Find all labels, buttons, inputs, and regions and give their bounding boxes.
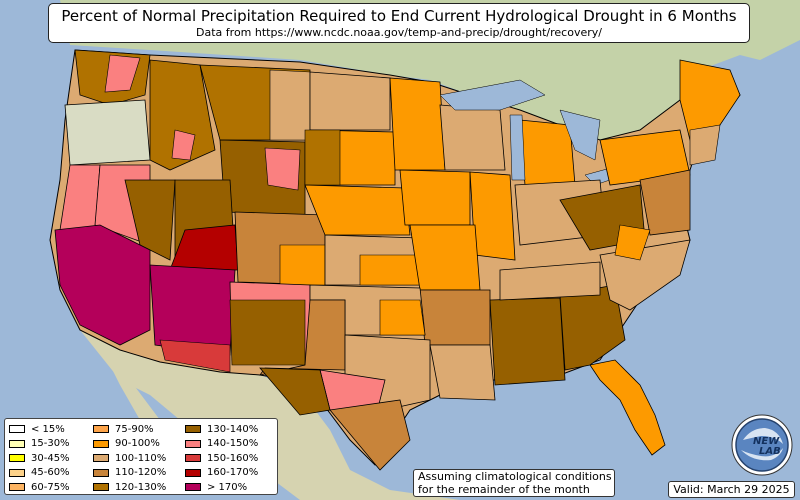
legend-item: 160-170% xyxy=(185,466,258,481)
region-sd-brown xyxy=(304,129,341,186)
legend-item: 120-130% xyxy=(93,480,166,495)
region-iowa xyxy=(399,169,471,226)
legend-item: 110-120% xyxy=(93,466,166,481)
legend-item: 15-30% xyxy=(9,437,70,452)
logo-text-bottom: LAB xyxy=(759,446,781,457)
valid-date: Valid: March 29 2025 xyxy=(668,481,795,498)
lake-michigan xyxy=(509,114,526,181)
mexico-land xyxy=(80,330,460,500)
legend-swatch xyxy=(9,454,25,463)
legend-swatch xyxy=(93,468,109,477)
legend-column-2: 75-90% 90-100% 100-110% 110-120% 120-130… xyxy=(93,422,166,495)
region-wa-east xyxy=(104,54,141,93)
region-tennessee xyxy=(499,261,601,301)
legend-label: 100-110% xyxy=(115,452,167,464)
region-north-dakota xyxy=(309,71,391,131)
legend-item: 30-45% xyxy=(9,451,70,466)
legend-swatch xyxy=(185,425,201,434)
region-georgia xyxy=(559,284,626,371)
legend-swatch xyxy=(93,483,109,492)
region-louisiana xyxy=(429,344,496,401)
lake-superior xyxy=(439,79,546,111)
legend-label: > 170% xyxy=(207,481,248,493)
legend-swatch xyxy=(93,454,109,463)
legend-item: 45-60% xyxy=(9,466,70,481)
region-idaho-pink xyxy=(171,129,196,161)
legend-swatch xyxy=(185,439,201,448)
region-missouri xyxy=(409,224,481,291)
legend-item: 130-140% xyxy=(185,422,258,437)
legend-swatch xyxy=(9,425,25,434)
region-virginia-orange xyxy=(614,224,651,261)
region-wisconsin xyxy=(439,104,506,171)
legend-label: 160-170% xyxy=(207,467,259,479)
region-new-england-south xyxy=(689,124,721,166)
legend-item: 60-75% xyxy=(9,480,70,495)
region-nevada-east xyxy=(124,179,176,261)
legend-item: 100-110% xyxy=(93,451,166,466)
region-carolinas xyxy=(599,239,691,311)
legend-label: 140-150% xyxy=(207,438,259,450)
legend-swatch xyxy=(185,468,201,477)
legend-item: 90-100% xyxy=(93,437,166,452)
legend-item: < 15% xyxy=(9,422,70,437)
note-line-1: Assuming climatological conditions xyxy=(418,470,612,483)
legend-label: 120-130% xyxy=(115,481,167,493)
region-nebraska xyxy=(304,184,411,236)
region-midatlantic xyxy=(639,169,691,236)
region-michigan xyxy=(519,119,576,186)
newlab-logo-icon: NEW LAB xyxy=(731,414,793,476)
region-wyoming-pink xyxy=(264,147,301,191)
map-title: Percent of Normal Precipitation Required… xyxy=(61,7,737,25)
legend: < 15% 15-30% 30-45% 45-60% 60-75% 75-90%… xyxy=(4,418,278,495)
legend-label: 130-140% xyxy=(207,423,259,435)
legend-item: 75-90% xyxy=(93,422,166,437)
region-kansas-orange xyxy=(359,254,421,286)
legend-swatch xyxy=(185,483,201,492)
legend-swatch xyxy=(93,425,109,434)
legend-swatch xyxy=(9,439,25,448)
legend-column-3: 130-140% 140-150% 150-160% 160-170% > 17… xyxy=(185,422,258,495)
region-texas-south xyxy=(329,399,411,471)
legend-column-1: < 15% 15-30% 30-45% 45-60% 60-75% xyxy=(9,422,70,495)
legend-swatch xyxy=(9,468,25,477)
legend-label: 45-60% xyxy=(31,467,70,479)
legend-swatch xyxy=(185,454,201,463)
region-colorado-east xyxy=(279,244,326,286)
legend-label: 60-75% xyxy=(31,481,70,493)
title-box: Percent of Normal Precipitation Required… xyxy=(48,3,750,43)
legend-label: 75-90% xyxy=(115,423,154,435)
legend-label: 110-120% xyxy=(115,467,167,479)
assumption-note: Assuming climatological conditions for t… xyxy=(413,469,615,497)
note-line-2: for the remainder of the month xyxy=(418,482,590,496)
legend-label: 15-30% xyxy=(31,438,70,450)
region-idaho xyxy=(149,59,216,171)
legend-item: > 170% xyxy=(185,480,258,495)
legend-item: 140-150% xyxy=(185,437,258,452)
region-oregon xyxy=(64,99,151,166)
legend-swatch xyxy=(9,483,25,492)
region-nm-south xyxy=(229,299,306,366)
legend-label: < 15% xyxy=(31,423,65,435)
region-california-south xyxy=(54,224,151,346)
legend-label: 90-100% xyxy=(115,438,160,450)
legend-item: 150-160% xyxy=(185,451,258,466)
region-montana-east xyxy=(269,69,311,141)
region-ok-orange xyxy=(379,299,426,336)
logo-text-top: NEW xyxy=(753,436,780,447)
region-minnesota xyxy=(389,77,446,171)
lake-huron xyxy=(559,109,601,161)
region-mississippi-alabama xyxy=(489,297,566,386)
florida-region xyxy=(589,359,666,456)
legend-label: 30-45% xyxy=(31,452,70,464)
legend-label: 150-160% xyxy=(207,452,259,464)
region-arkansas xyxy=(419,289,491,346)
legend-swatch xyxy=(93,439,109,448)
map-subtitle: Data from https://www.ncdc.noaa.gov/temp… xyxy=(196,26,602,39)
region-nm-red xyxy=(159,339,231,373)
